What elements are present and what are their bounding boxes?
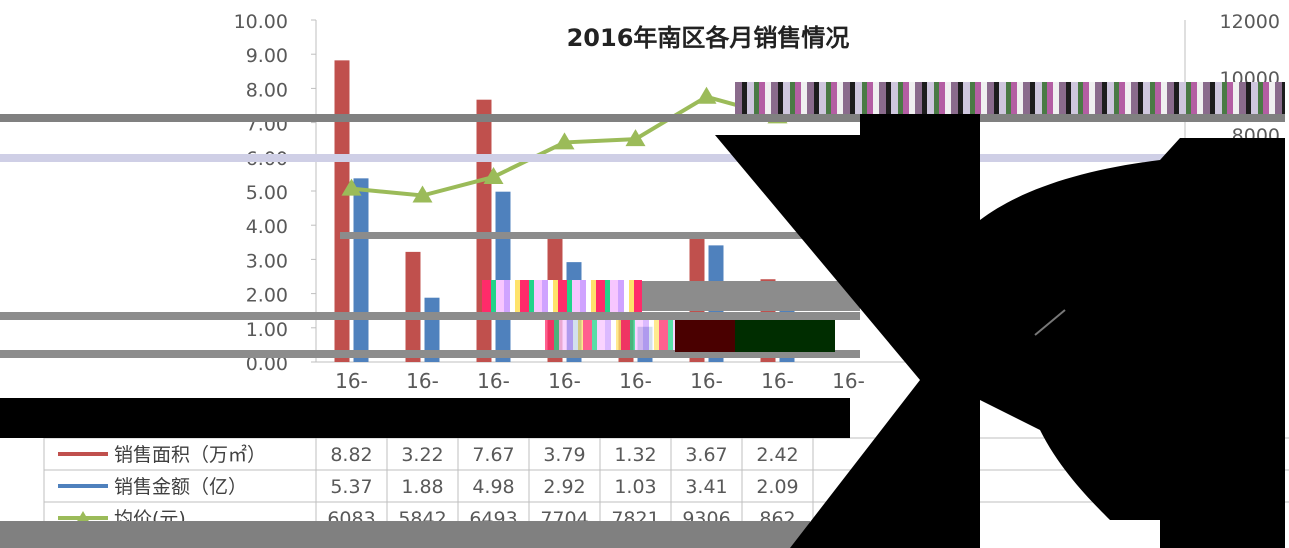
category-label: 16- (761, 369, 794, 393)
left-axis-ticks: 0.001.002.003.004.005.006.007.008.009.00… (234, 11, 316, 375)
table-row-label: 销售面积（万㎡） (114, 443, 266, 466)
left-tick-label: 8.00 (246, 79, 288, 101)
category-label: 16- (335, 369, 368, 393)
table-row-label: 销售金额（亿） (114, 476, 247, 498)
category-label: 16- (477, 369, 510, 393)
table-cell: 7.67 (472, 444, 514, 466)
table-cell: 2.92 (543, 476, 585, 498)
table-cell: 8.82 (330, 444, 372, 466)
category-labels: 16- 16- 16- 16- 16- 16- 16- 16- (335, 369, 865, 393)
table-cell: 2.42 (756, 444, 798, 466)
overlay-artifacts (0, 105, 1285, 548)
bar (353, 178, 369, 362)
left-tick-label: 5.00 (246, 182, 288, 204)
bar (495, 191, 511, 362)
line-point (554, 132, 575, 150)
line-point (625, 129, 646, 147)
glitch-band (735, 82, 1285, 114)
table-cell: 3.79 (543, 444, 585, 466)
line-point (412, 185, 433, 203)
bar (334, 60, 350, 363)
table-cell: 3.67 (685, 444, 727, 466)
glitch-band (482, 280, 642, 312)
left-tick-label: 9.00 (246, 45, 288, 67)
left-tick-label: 2.00 (246, 285, 288, 307)
table-cell: 5.37 (330, 476, 372, 498)
glitch-band (545, 320, 675, 350)
table-cell: 3.41 (685, 476, 727, 498)
category-label: 16- (619, 369, 652, 393)
right-tick-label: 12000 (1220, 11, 1280, 33)
table-cell: 1.88 (401, 476, 443, 498)
left-tick-label: 10.00 (234, 11, 288, 33)
table-cell: 1.03 (614, 476, 656, 498)
left-tick-label: 4.00 (246, 216, 288, 238)
left-tick-label: 0.00 (246, 353, 288, 375)
line-point (696, 86, 717, 104)
chart-title: 2016年南区各月销售情况 (567, 24, 850, 52)
category-label: 16- (406, 369, 439, 393)
table-cell: 2.09 (756, 476, 798, 498)
left-tick-label: 1.00 (246, 319, 288, 341)
category-label: 16- (690, 369, 723, 393)
bar (405, 251, 421, 362)
legend-marker (76, 511, 90, 523)
category-label: 16- (832, 369, 865, 393)
category-label: 16- (548, 369, 581, 393)
bar (476, 99, 492, 362)
line-point (341, 178, 362, 196)
table-cell: 3.22 (401, 444, 443, 466)
line-series (341, 86, 788, 203)
table-cell: 1.32 (614, 444, 656, 466)
line-point (483, 166, 504, 184)
table-cell: 4.98 (472, 476, 514, 498)
left-tick-label: 3.00 (246, 250, 288, 272)
